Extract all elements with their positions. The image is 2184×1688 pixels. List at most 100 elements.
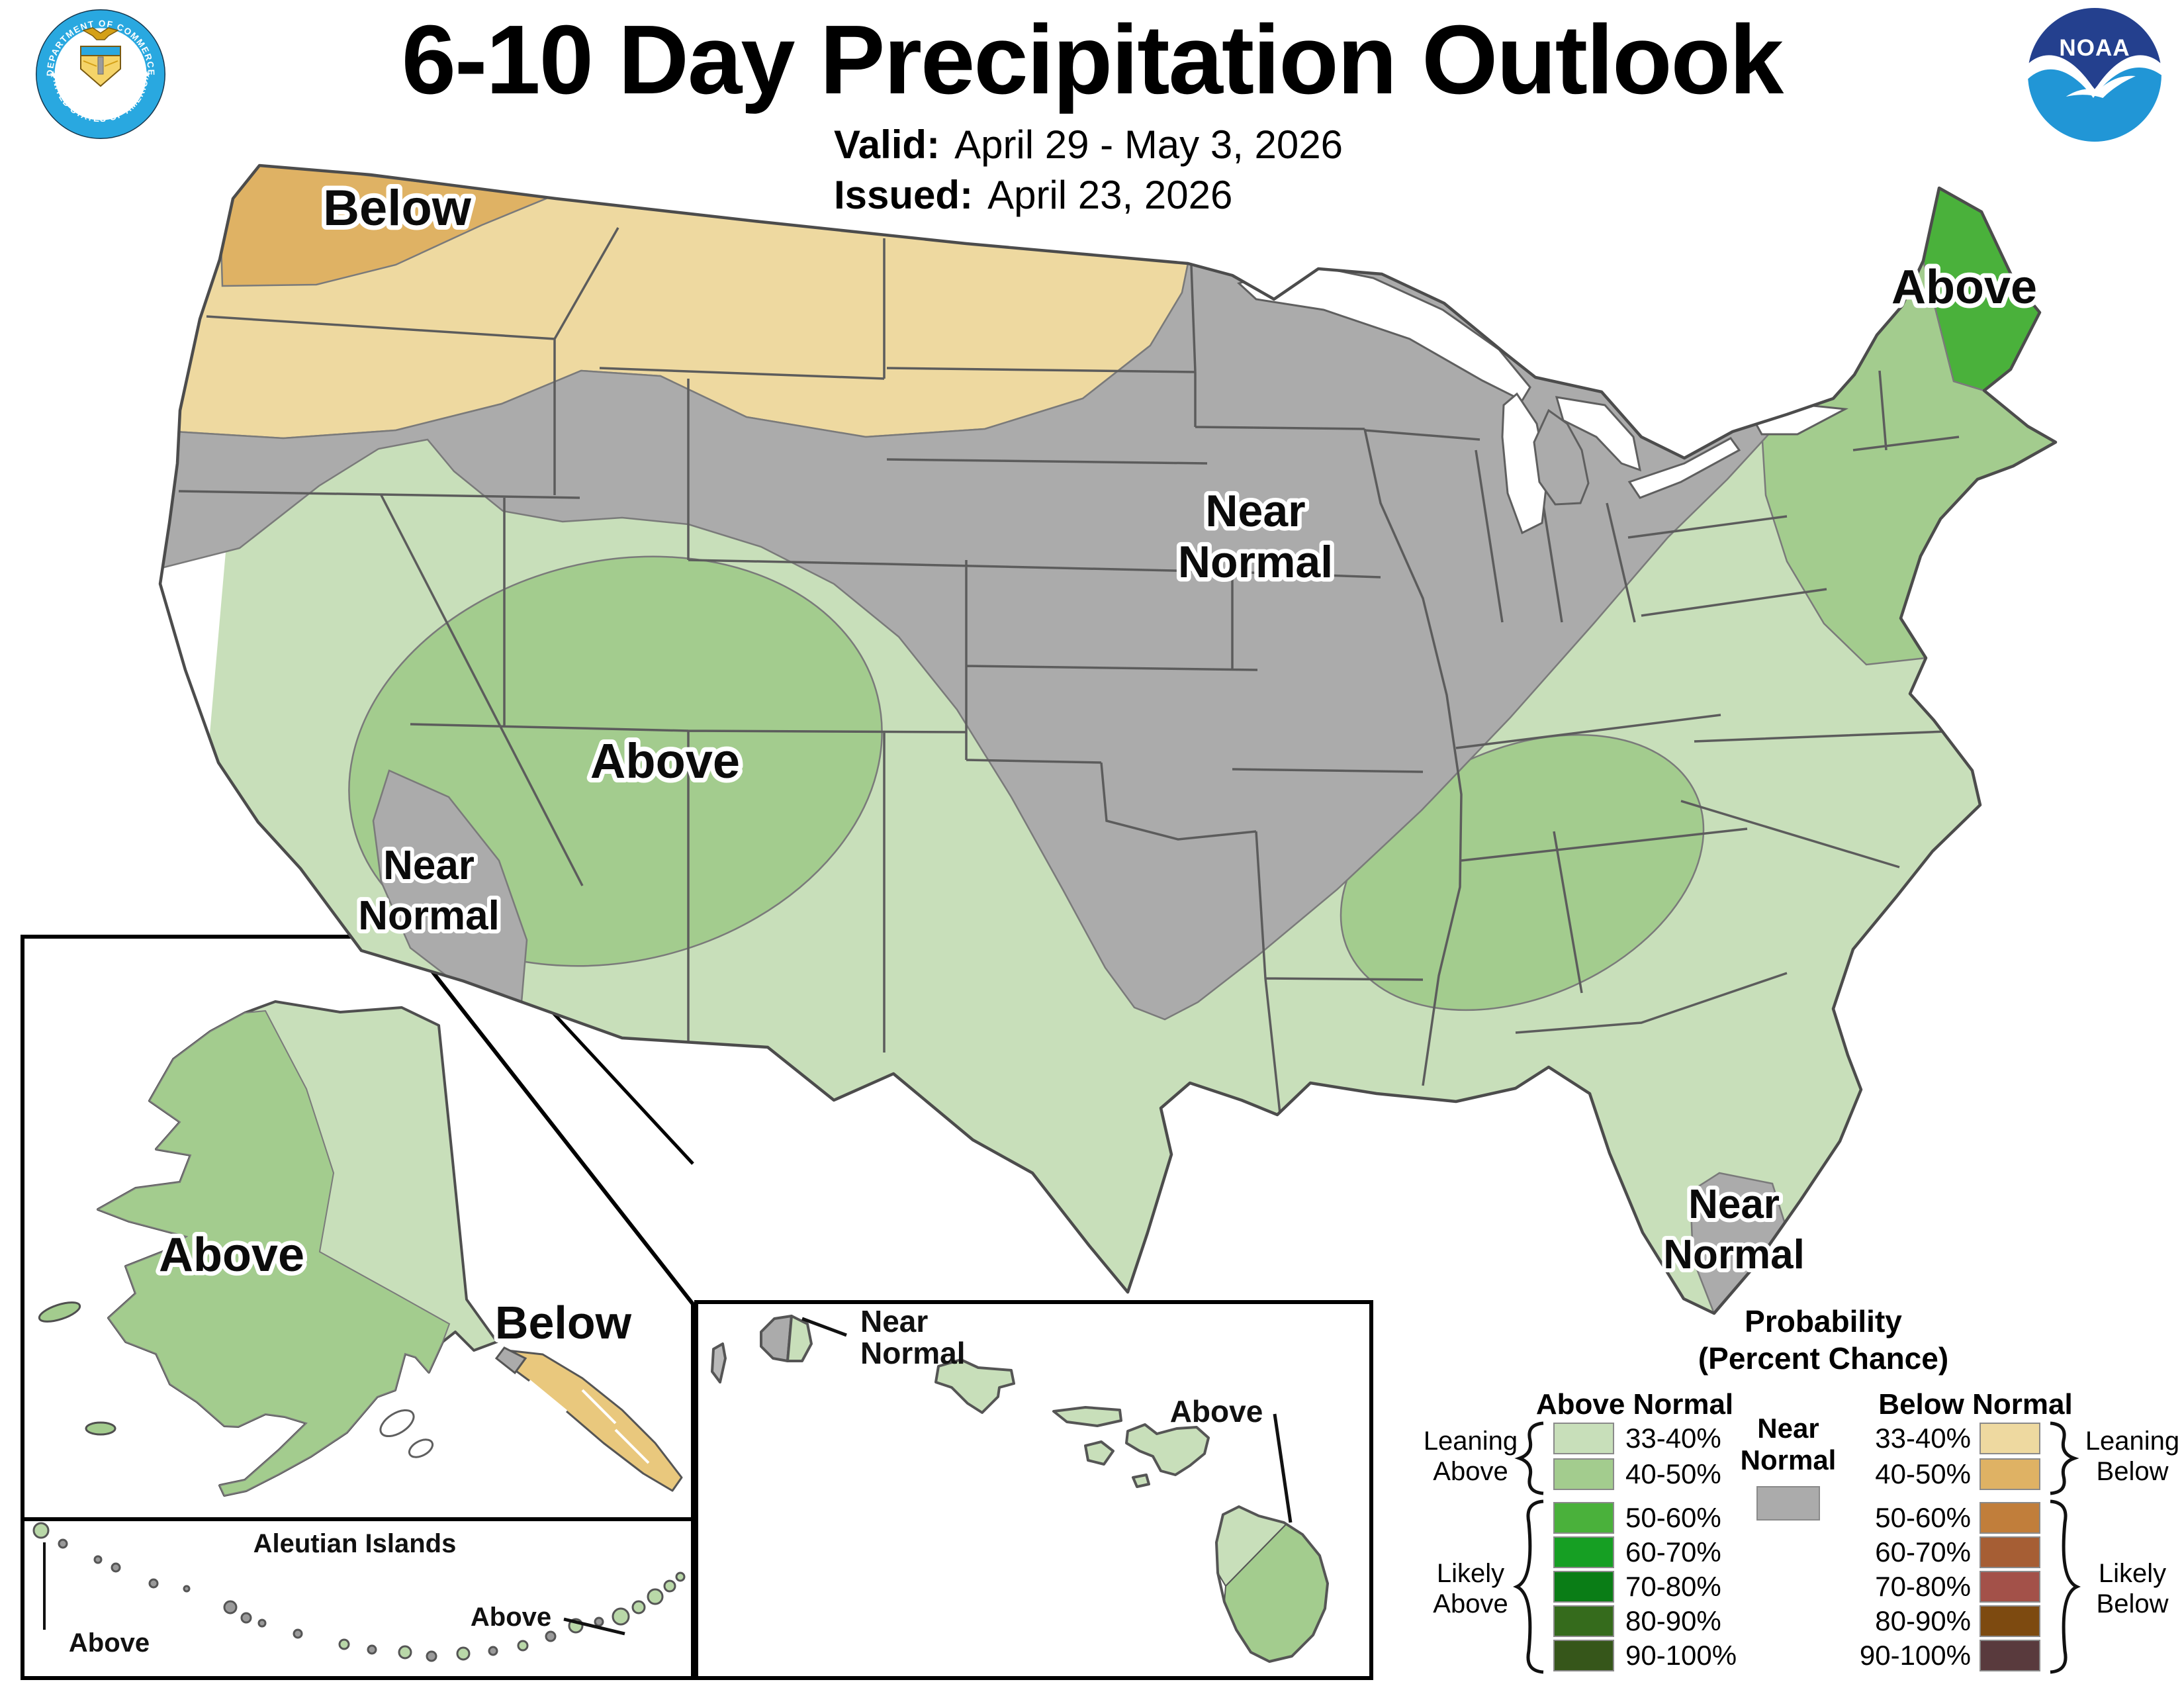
lake-superior — [1237, 262, 1531, 402]
svg-text:80-90%: 80-90% — [1875, 1605, 1971, 1636]
hawaii-inset — [711, 1315, 1329, 1663]
maui-island — [1125, 1423, 1210, 1476]
hawaii-leader-bigisland — [1273, 1413, 1293, 1523]
svg-text:60-70%: 60-70% — [1625, 1536, 1721, 1568]
label-alaska-above: Above — [159, 1229, 304, 1282]
label-hawaii-above: Above — [1170, 1394, 1263, 1429]
legend-braces — [1513, 1421, 2081, 1674]
legend-near-normal-1: Near — [1757, 1413, 1819, 1444]
hawaii-leader-kauai — [801, 1317, 847, 1337]
svg-text:60-70%: 60-70% — [1875, 1536, 1971, 1568]
brace-leaning-below — [2050, 1421, 2079, 1495]
legend-title-2: (Percent Chance) — [1698, 1341, 1948, 1376]
swatch-above-50-60 — [1553, 1502, 1614, 1534]
legend-title-1: Probability — [1745, 1304, 1902, 1338]
niihau-island — [711, 1342, 727, 1383]
label-hawaii-near: Near — [860, 1304, 928, 1338]
st-lawrence-island — [38, 1301, 81, 1323]
label-near-normal-az-1: Near — [383, 843, 475, 888]
valid-line: Valid: April 29 - May 3, 2026 — [834, 122, 1343, 167]
kauai-above — [786, 1315, 813, 1362]
swatch-above-60-70 — [1553, 1536, 1614, 1568]
label-hawaii-normal: Normal — [860, 1336, 965, 1370]
legend-below-labels: 33-40% 40-50% 50-60% 60-70% 70-80% 80-90… — [1860, 1423, 1971, 1671]
lanai-island — [1084, 1440, 1115, 1466]
svg-text:★: ★ — [143, 69, 152, 79]
molokai-island — [1052, 1406, 1122, 1427]
alaska-inset — [38, 1000, 683, 1497]
swatch-above-40-50 — [1553, 1458, 1614, 1490]
region-near-normal-central — [160, 262, 1790, 1021]
valid-label: Valid: — [834, 122, 940, 167]
doc-eagle-shield-icon — [80, 27, 121, 87]
brace-leaning-above — [1514, 1421, 1544, 1495]
issued-label: Issued: — [834, 173, 974, 217]
panhandle-fjords — [528, 1380, 650, 1464]
label-aleutian-above-right: Above — [471, 1603, 551, 1632]
swatch-below-33-40 — [1979, 1423, 2040, 1454]
svg-text:90-100%: 90-100% — [1625, 1640, 1737, 1671]
label-near-normal-az-2: Normal — [358, 893, 500, 939]
lake-huron — [1555, 396, 1641, 472]
svg-text:50-60%: 50-60% — [1625, 1502, 1721, 1533]
big-island-outline — [1215, 1505, 1329, 1663]
label-near-normal-fl-1: Near — [1688, 1182, 1780, 1227]
issued-line: Issued: April 23, 2026 — [834, 172, 1232, 218]
page-title: 6-10 Day Precipitation Outlook — [401, 5, 1784, 115]
svg-text:70-80%: 70-80% — [1875, 1571, 1971, 1602]
label-alaska-below: Below — [495, 1297, 632, 1348]
label-near-normal-mw-2: Normal — [1178, 537, 1333, 587]
svg-text:Leaning: Leaning — [1424, 1427, 1518, 1456]
swatch-below-80-90 — [1979, 1605, 2040, 1637]
great-lakes — [1237, 262, 1849, 535]
aleutian-leader-right — [563, 1617, 625, 1636]
svg-text:Likely: Likely — [2099, 1559, 2166, 1588]
kodiak-island-2 — [408, 1438, 434, 1458]
region-alaska-leaning-above-40 — [96, 1009, 451, 1497]
svg-text:★: ★ — [49, 69, 58, 79]
svg-text:Below: Below — [2097, 1457, 2169, 1486]
svg-text:Leaning: Leaning — [2085, 1427, 2179, 1456]
valid-value: April 29 - May 3, 2026 — [954, 122, 1343, 167]
swatch-below-50-60 — [1979, 1502, 2040, 1534]
brace-likely-below — [2050, 1499, 2081, 1674]
svg-text:90-100%: 90-100% — [1860, 1640, 1971, 1671]
state-borders — [178, 227, 1960, 1114]
swatch-below-90-100 — [1979, 1640, 2040, 1671]
swatch-above-33-40 — [1553, 1423, 1614, 1454]
nunivak-island — [85, 1421, 116, 1436]
michigan-mitt — [1533, 408, 1590, 506]
aleutian-inset-frame — [21, 1517, 695, 1680]
svg-text:Above: Above — [1433, 1457, 1508, 1486]
swatch-below-40-50 — [1979, 1458, 2040, 1490]
conus-outline — [158, 164, 2058, 1315]
label-near-normal-fl-2: Normal — [1663, 1232, 1805, 1278]
noaa-logo-icon: NOAA — [2028, 8, 2161, 142]
map-labels: Below Near Normal Above Near Normal Near… — [69, 175, 2042, 1658]
legend: Probability (Percent Chance) Above Norma… — [1424, 1304, 2179, 1674]
legend-above-rows — [1553, 1423, 1614, 1671]
label-near-normal-mw-1: Near — [1205, 486, 1305, 536]
label-below-nw: Below — [323, 180, 472, 236]
svg-text:33-40%: 33-40% — [1875, 1423, 1971, 1454]
svg-text:70-80%: 70-80% — [1625, 1571, 1721, 1602]
aleutian-inset — [32, 1522, 686, 1662]
legend-below-header: Below Normal — [1878, 1388, 2072, 1421]
legend-below-rows — [1979, 1423, 2040, 1671]
swatch-above-80-90 — [1553, 1605, 1614, 1637]
label-aleutian-above-left: Above — [69, 1628, 150, 1658]
legend-near-normal-2: Normal — [1741, 1444, 1837, 1476]
label-above-sw: Above — [590, 733, 740, 788]
label-aleutian-title: Aleutian Islands — [253, 1529, 457, 1558]
lake-erie — [1627, 437, 1741, 499]
swatch-below-60-70 — [1979, 1536, 2040, 1568]
svg-text:Above: Above — [1433, 1589, 1508, 1618]
legend-group-labels: Leaning Above Likely Above Leaning Below… — [1424, 1427, 2179, 1618]
legend-above-header: Above Normal — [1536, 1388, 1733, 1421]
label-above-maine: Above — [1891, 261, 2037, 314]
brace-likely-above — [1513, 1499, 1544, 1674]
svg-text:33-40%: 33-40% — [1625, 1423, 1721, 1454]
conus-regions — [160, 165, 2056, 1313]
doc-seal-icon: DEPARTMENT OF COMMERCE UNITED STATES OF … — [36, 9, 165, 139]
oahu-island — [934, 1358, 1015, 1414]
